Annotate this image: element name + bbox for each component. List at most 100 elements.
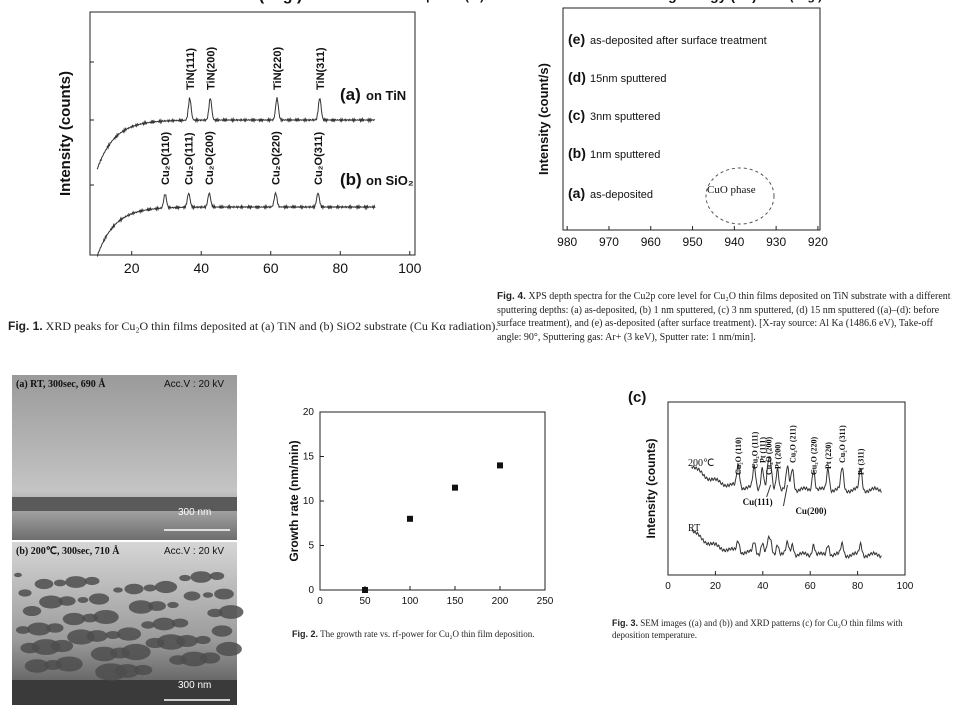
grain — [77, 597, 89, 603]
grain — [31, 639, 61, 655]
y-tick-label: 15 — [303, 452, 315, 463]
grain — [183, 591, 201, 601]
grain — [14, 572, 22, 578]
grain — [116, 627, 142, 641]
peak-label: Cu₂O (220) — [810, 436, 819, 475]
x-tick-label: 200 — [492, 596, 509, 607]
y-axis-label: Intensity (counts) — [57, 71, 74, 196]
plot-frame — [667, 401, 906, 576]
x-tick-label: 40 — [757, 581, 769, 592]
x-tick-label: 80 — [332, 260, 348, 276]
grain — [190, 571, 212, 583]
x-axis-label: 2theta (deg.) — [751, 0, 822, 3]
sem-image — [12, 542, 237, 705]
caption-label: Fig. 1. — [8, 319, 43, 333]
trace-name: RT — [688, 523, 700, 534]
x-tick-label: 0 — [317, 596, 323, 607]
x-tick-label: 20 — [710, 581, 722, 592]
grain — [152, 617, 176, 631]
x-tick-label: 60 — [263, 260, 279, 276]
peak-label: TiN(311) — [315, 47, 327, 90]
grain — [27, 622, 51, 636]
caption-label: Fig. 3. — [612, 618, 639, 628]
peak-label: Cu(200) — [795, 506, 826, 516]
grain — [143, 584, 157, 592]
grain — [209, 572, 225, 580]
trace-name: as-deposited — [590, 189, 653, 201]
grain — [167, 601, 179, 609]
grain — [22, 605, 42, 617]
trace-name: 200℃ — [688, 458, 714, 469]
plot-frame — [319, 411, 546, 591]
x-tick-label: 0 — [665, 581, 671, 592]
grain — [62, 612, 86, 626]
spectrum-curve — [691, 528, 882, 560]
trace-name: as-deposited after surface treatment — [590, 35, 767, 47]
plot-frame — [562, 7, 821, 231]
grain — [15, 626, 31, 634]
grain — [65, 576, 87, 588]
y-tick-label: 5 — [308, 541, 314, 552]
caption-text: XPS depth spectra for the Cu2p core leve… — [497, 291, 951, 343]
annotation: CuO phase — [707, 184, 756, 196]
grain — [121, 643, 151, 661]
peak-label: Cu₂O (211) — [788, 425, 797, 463]
spectrum-curve — [96, 97, 376, 170]
panel-label: (c) — [628, 389, 646, 406]
grain — [18, 589, 32, 597]
y-axis-label: Intensity (count/s) — [536, 63, 551, 175]
peak-label: Cu₂O(110) — [160, 131, 172, 185]
grain — [211, 625, 233, 637]
x-tick-label: 40 — [193, 260, 209, 276]
x-tick-label: 970 — [599, 235, 619, 249]
sem-label: (a) RT, 300sec, 690 Å — [16, 378, 106, 390]
peak-label: Cu₂O (200) — [764, 436, 773, 475]
caption: Fig. 2. The growth rate vs. rf-power for… — [292, 628, 592, 640]
leader-line — [766, 484, 772, 498]
caption: Fig. 1. XRD peaks for Cu₂O thin films de… — [8, 318, 528, 334]
x-tick-label: 980 — [557, 235, 577, 249]
grain — [214, 588, 234, 600]
trace-name: 1nm sputtered — [590, 149, 660, 161]
peak-label: Cu₂O(111) — [184, 132, 196, 185]
trace-tag: (a) — [340, 85, 361, 104]
trace-tag: (b) — [340, 170, 362, 189]
grain — [171, 618, 189, 628]
peak-label: Cu₂O (311) — [838, 425, 847, 463]
grain — [67, 629, 95, 645]
x-tick-label: 60 — [805, 581, 817, 592]
x-tick-label: 960 — [641, 235, 661, 249]
peak-label: Cu₂O (110) — [734, 437, 743, 475]
grain — [88, 593, 110, 605]
grain — [24, 659, 50, 673]
caption: Fig. 4. XPS depth spectra for the Cu2p c… — [497, 290, 957, 344]
grain — [202, 592, 214, 598]
x-tick-label: 100 — [398, 260, 422, 276]
peak-label: TiN(200) — [205, 46, 217, 90]
y-axis-label: Intensity (counts) — [644, 438, 658, 538]
grain — [53, 579, 67, 587]
spectrum-curve — [691, 456, 882, 495]
grain — [82, 613, 98, 623]
sem-label: (b) 200℃, 300sec, 710 Å — [16, 545, 120, 557]
grain — [90, 646, 118, 662]
grain — [195, 635, 211, 645]
point — [497, 462, 503, 469]
grain — [39, 595, 63, 609]
peak-label: TiN(111) — [185, 48, 197, 90]
caption-text: The growth rate vs. rf-power for Cu₂O th… — [320, 629, 535, 639]
trace-name: 15nm sputtered — [590, 73, 666, 85]
trace-tag: (c) — [568, 107, 585, 123]
grain — [95, 663, 127, 681]
peak-label: Pt (200) — [773, 442, 782, 469]
peak-label: Cu₂O(311) — [313, 131, 325, 185]
spectrum-curve — [96, 191, 376, 257]
caption: Fig. 3. SEM images ((a) and (b)) and XRD… — [612, 617, 942, 641]
grain — [113, 587, 123, 593]
grain — [180, 651, 208, 667]
point — [407, 515, 413, 522]
peak-label: TiN(220) — [272, 46, 284, 90]
grain — [105, 630, 121, 640]
